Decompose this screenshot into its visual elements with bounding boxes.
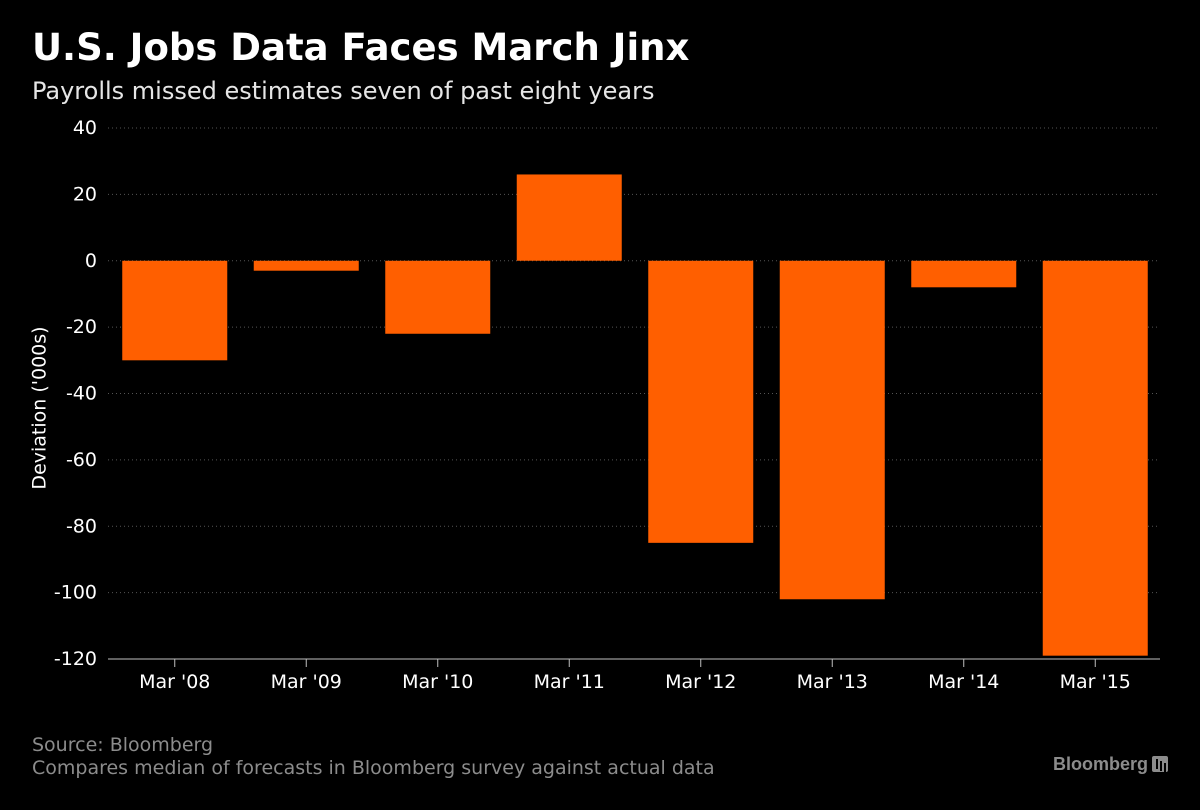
chart-title: U.S. Jobs Data Faces March Jinx [32, 26, 690, 69]
bar [385, 260, 491, 334]
y-tick-label: 40 [73, 117, 97, 139]
chart-subtitle: Payrolls missed estimates seven of past … [32, 77, 655, 105]
x-tick-label: Mar '13 [797, 671, 868, 693]
bars [122, 174, 1148, 656]
x-tick-label: Mar '12 [665, 671, 736, 693]
x-tick-label: Mar '09 [271, 671, 342, 693]
y-tick-label: -60 [66, 449, 97, 471]
methodology-note: Compares median of forecasts in Bloomber… [32, 757, 715, 779]
bar [779, 260, 885, 600]
x-tick-label: Mar '11 [534, 671, 605, 693]
axes: 40 20 0 -20 -40 -60 -80 -100 -120 Mar '08 Mar '09 M… [54, 117, 1160, 693]
source-note: Source: Bloomberg [32, 734, 214, 756]
bloomberg-terminal-icon [1152, 756, 1168, 772]
y-tick-label: -120 [54, 648, 97, 670]
x-tick-label: Mar '15 [1060, 671, 1131, 693]
bar [253, 260, 359, 271]
y-axis-title: Deviation ('000s) [29, 326, 51, 489]
bar [911, 260, 1017, 288]
bloomberg-logo: Bloomberg [1052, 754, 1148, 774]
x-tick-label: Mar '14 [928, 671, 999, 693]
y-tick-label: 20 [73, 183, 97, 205]
y-tick-label: -80 [66, 515, 97, 537]
y-tick-label: -40 [66, 383, 97, 405]
gridlines [108, 127, 1160, 594]
bar-chart: 40 20 0 -20 -40 -60 -80 -100 -120 Mar '08 Mar '09 M… [29, 117, 1160, 693]
bar [648, 260, 754, 543]
bar [122, 260, 228, 361]
bar [516, 174, 622, 261]
bar [1042, 260, 1148, 656]
y-tick-label: -20 [66, 316, 97, 338]
x-tick-label: Mar '10 [402, 671, 473, 693]
y-tick-label: -100 [54, 582, 97, 604]
x-tick-label: Mar '08 [139, 671, 210, 693]
y-tick-label: 0 [85, 250, 97, 272]
